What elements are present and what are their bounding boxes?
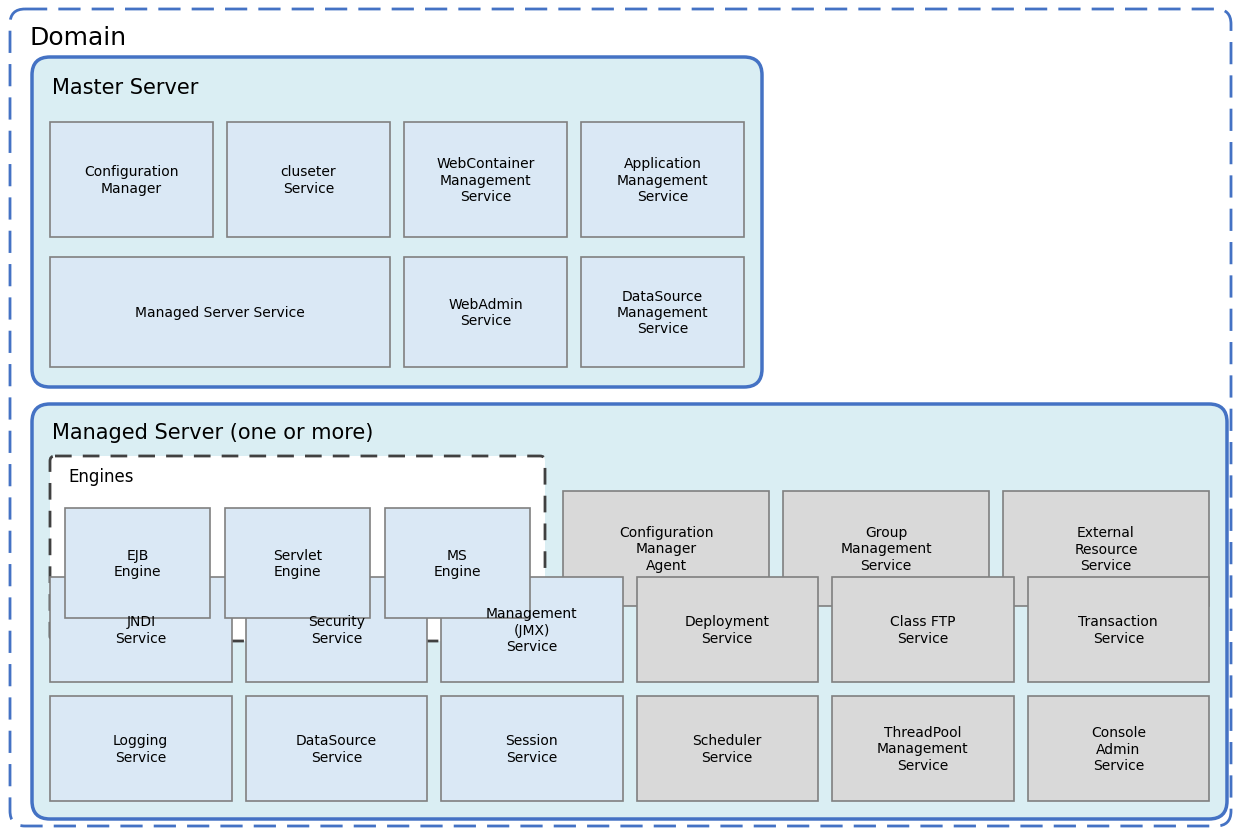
FancyBboxPatch shape bbox=[441, 578, 623, 682]
FancyBboxPatch shape bbox=[637, 696, 818, 801]
Text: Configuration
Manager
Agent: Configuration Manager Agent bbox=[619, 526, 714, 572]
Text: cluseter
Service: cluseter Service bbox=[280, 166, 336, 196]
Text: Session
Service: Session Service bbox=[505, 733, 558, 764]
Text: Master Server: Master Server bbox=[52, 78, 199, 98]
FancyBboxPatch shape bbox=[32, 58, 762, 388]
Text: Console
Admin
Service: Console Admin Service bbox=[1091, 726, 1145, 772]
FancyBboxPatch shape bbox=[50, 696, 232, 801]
Text: ThreadPool
Management
Service: ThreadPool Management Service bbox=[877, 726, 968, 772]
Text: Class FTP
Service: Class FTP Service bbox=[890, 614, 956, 645]
Text: WebAdmin
Service: WebAdmin Service bbox=[448, 298, 522, 328]
Text: Engines: Engines bbox=[68, 467, 134, 486]
Text: Application
Management
Service: Application Management Service bbox=[617, 157, 709, 203]
Text: External
Resource
Service: External Resource Service bbox=[1075, 526, 1138, 572]
FancyBboxPatch shape bbox=[581, 123, 745, 237]
FancyBboxPatch shape bbox=[32, 405, 1227, 819]
Text: Deployment
Service: Deployment Service bbox=[685, 614, 769, 645]
FancyBboxPatch shape bbox=[10, 10, 1231, 826]
FancyBboxPatch shape bbox=[225, 508, 370, 619]
FancyBboxPatch shape bbox=[227, 123, 390, 237]
FancyBboxPatch shape bbox=[441, 696, 623, 801]
FancyBboxPatch shape bbox=[246, 696, 427, 801]
Text: DataSource
Management
Service: DataSource Management Service bbox=[617, 289, 709, 336]
Text: Management
(JMX)
Service: Management (JMX) Service bbox=[486, 607, 577, 653]
Text: Managed Server Service: Managed Server Service bbox=[135, 306, 305, 319]
FancyBboxPatch shape bbox=[385, 508, 530, 619]
FancyBboxPatch shape bbox=[563, 492, 769, 606]
FancyBboxPatch shape bbox=[50, 257, 390, 368]
Text: Transaction
Service: Transaction Service bbox=[1078, 614, 1158, 645]
FancyBboxPatch shape bbox=[50, 456, 545, 641]
Text: DataSource
Service: DataSource Service bbox=[295, 733, 377, 764]
Text: MS
Engine: MS Engine bbox=[434, 548, 482, 579]
FancyBboxPatch shape bbox=[1028, 578, 1209, 682]
FancyBboxPatch shape bbox=[831, 578, 1014, 682]
FancyBboxPatch shape bbox=[405, 123, 567, 237]
FancyBboxPatch shape bbox=[637, 578, 818, 682]
FancyBboxPatch shape bbox=[50, 578, 232, 682]
Text: Servlet
Engine: Servlet Engine bbox=[273, 548, 323, 579]
FancyBboxPatch shape bbox=[246, 578, 427, 682]
FancyBboxPatch shape bbox=[1003, 492, 1209, 606]
FancyBboxPatch shape bbox=[581, 257, 745, 368]
Text: Logging
Service: Logging Service bbox=[113, 733, 169, 764]
FancyBboxPatch shape bbox=[65, 508, 210, 619]
Text: JNDI
Service: JNDI Service bbox=[115, 614, 166, 645]
Text: Managed Server (one or more): Managed Server (one or more) bbox=[52, 422, 374, 442]
FancyBboxPatch shape bbox=[1028, 696, 1209, 801]
Text: EJB
Engine: EJB Engine bbox=[114, 548, 161, 579]
Text: Domain: Domain bbox=[30, 26, 127, 50]
FancyBboxPatch shape bbox=[783, 492, 989, 606]
Text: Configuration
Manager: Configuration Manager bbox=[84, 166, 179, 196]
FancyBboxPatch shape bbox=[405, 257, 567, 368]
FancyBboxPatch shape bbox=[831, 696, 1014, 801]
Text: Scheduler
Service: Scheduler Service bbox=[692, 733, 762, 764]
Text: Security
Service: Security Service bbox=[308, 614, 365, 645]
FancyBboxPatch shape bbox=[50, 123, 213, 237]
Text: WebContainer
Management
Service: WebContainer Management Service bbox=[437, 157, 535, 203]
Text: Group
Management
Service: Group Management Service bbox=[840, 526, 932, 572]
